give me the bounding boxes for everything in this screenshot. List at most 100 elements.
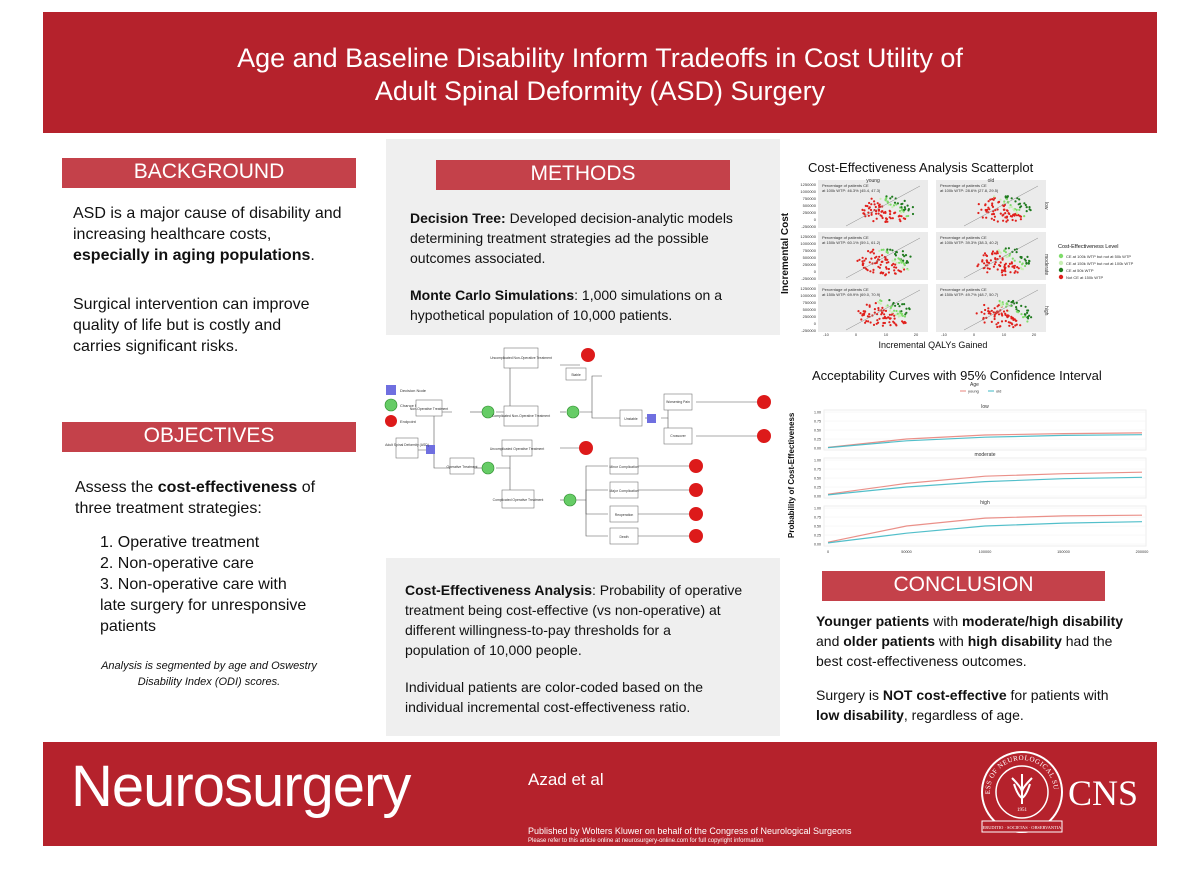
scatter-point [892,301,895,305]
scatter-point [899,259,902,262]
scatter-point [864,321,867,324]
scatter-point [985,216,988,219]
tree-node-op: Operative Treatment [447,465,478,469]
scatter-point [1012,326,1015,329]
scatter-ytick: 0 [814,269,817,274]
poster-footer: Neurosurgery Azad et al Published by Wol… [43,742,1157,846]
objectives-list: 1. Operative treatment 2. Non-operative … [100,532,306,637]
scatter-point [1026,316,1029,319]
scatter-point [861,256,864,259]
scatter-point [884,220,887,223]
scatter-point [907,208,910,211]
scatter-point [897,215,900,218]
scatter-point [1006,219,1009,222]
scatter-point [885,266,888,269]
background-line: increasing healthcare costs, [73,226,272,243]
scatter-point [867,207,871,210]
scatter-point [856,259,859,262]
methods-line: determining treatment strategies ad the … [410,230,709,246]
legend-chance-label: Chance Node [400,403,425,408]
scatter-row-label: high [1043,306,1049,316]
methods-text: : Probability of operative [592,582,743,598]
scatter-point [879,263,882,266]
scatter-point [1018,208,1021,211]
scatter-point [1004,273,1007,276]
scatter-xtick: 10 [884,332,889,337]
tree-node-comp-nonop: Complicated Non-Operative Treatment [492,414,550,418]
scatter-point [1009,321,1012,324]
scatter-point [1020,256,1023,260]
scatter-point [1018,260,1021,263]
scatter-point [977,203,980,206]
scatter-point [860,318,863,321]
scatter-point [1023,215,1026,218]
methods-monte-carlo: Monte Carlo Simulations: 1,000 simulatio… [410,285,722,325]
scatter-point [869,321,872,324]
scatter-point [911,206,914,209]
scatter-point [998,255,1001,258]
scatter-point [868,305,871,308]
scatter-point [903,264,906,267]
scatter-point [977,211,980,215]
scatter-point [876,202,879,205]
scatter-point [881,216,884,220]
scatter-point [999,212,1002,215]
methods-line: Cost-Effectiveness Analysis: Probability… [405,580,742,600]
panel-note: Percentage of patients CE [822,235,869,240]
scatter-point [1011,257,1014,260]
panel-note: at 100k WTP: 28.6% (27.8, 29.5) [940,188,999,193]
scatter-point [985,210,988,213]
accept-legend-label: old [996,389,1001,394]
scatter-point [988,267,991,270]
scatter-point [885,217,888,220]
scatter-point [894,258,897,261]
cea-panel [386,558,780,736]
scatter-point [986,271,989,274]
panel-note: at 100k WTP: 39.3% (38.3, 40.2) [940,240,999,245]
methods-line: hypothetical population of 10,000 patien… [410,307,673,323]
scatter-point [987,307,990,310]
scatter-point [1028,314,1031,317]
methods-individual: Individual patients are color-coded base… [405,677,703,717]
curve-old [827,434,1143,449]
scatter-point [883,313,886,316]
scatter-point [868,201,871,205]
scatter-point [880,248,883,251]
scatter-point [1025,210,1028,213]
accept-panel-label: high [980,500,990,506]
scatter-col-label: young [866,178,880,184]
accept-ytick: 0.00 [814,495,821,499]
scatter-ytick: -250000 [801,224,816,229]
scatter-point [990,309,993,312]
objectives-bold: cost-effectiveness [157,479,298,496]
scatter-point [878,317,881,320]
scatter-point [1018,202,1022,205]
scatter-point [893,212,896,215]
objectives-line: three treatment strategies: [75,500,262,517]
scatter-point [1000,320,1004,323]
scatter-point [878,203,881,206]
scatter-point [1010,315,1013,318]
scatter-point [1010,205,1013,209]
scatter-ytick: 250000 [803,262,817,267]
scatter-point [1015,308,1018,311]
scatter-point [877,309,880,312]
conclusion-bold: low disability [816,707,904,723]
scatter-point [878,255,881,258]
tree-node-minor: Minor Complication [609,465,638,469]
scatter-point [1007,300,1010,303]
panel-note: Percentage of patients CE [822,287,869,292]
scatter-point [1011,323,1014,326]
scatter-point [894,263,897,266]
methods-text: : 1,000 simulations on a [574,287,722,303]
scatter-point [1015,319,1018,322]
objective-item: late surgery for unresponsive [100,597,307,614]
scatter-point [873,308,876,311]
scatter-xtick: 20 [914,332,919,337]
legend-swatch [1058,260,1064,266]
scatter-point [881,311,884,314]
curve-young [827,514,1143,543]
scatter-point [1016,266,1019,269]
scatter-point [986,261,989,264]
scatter-xtick: 20 [1032,332,1037,337]
